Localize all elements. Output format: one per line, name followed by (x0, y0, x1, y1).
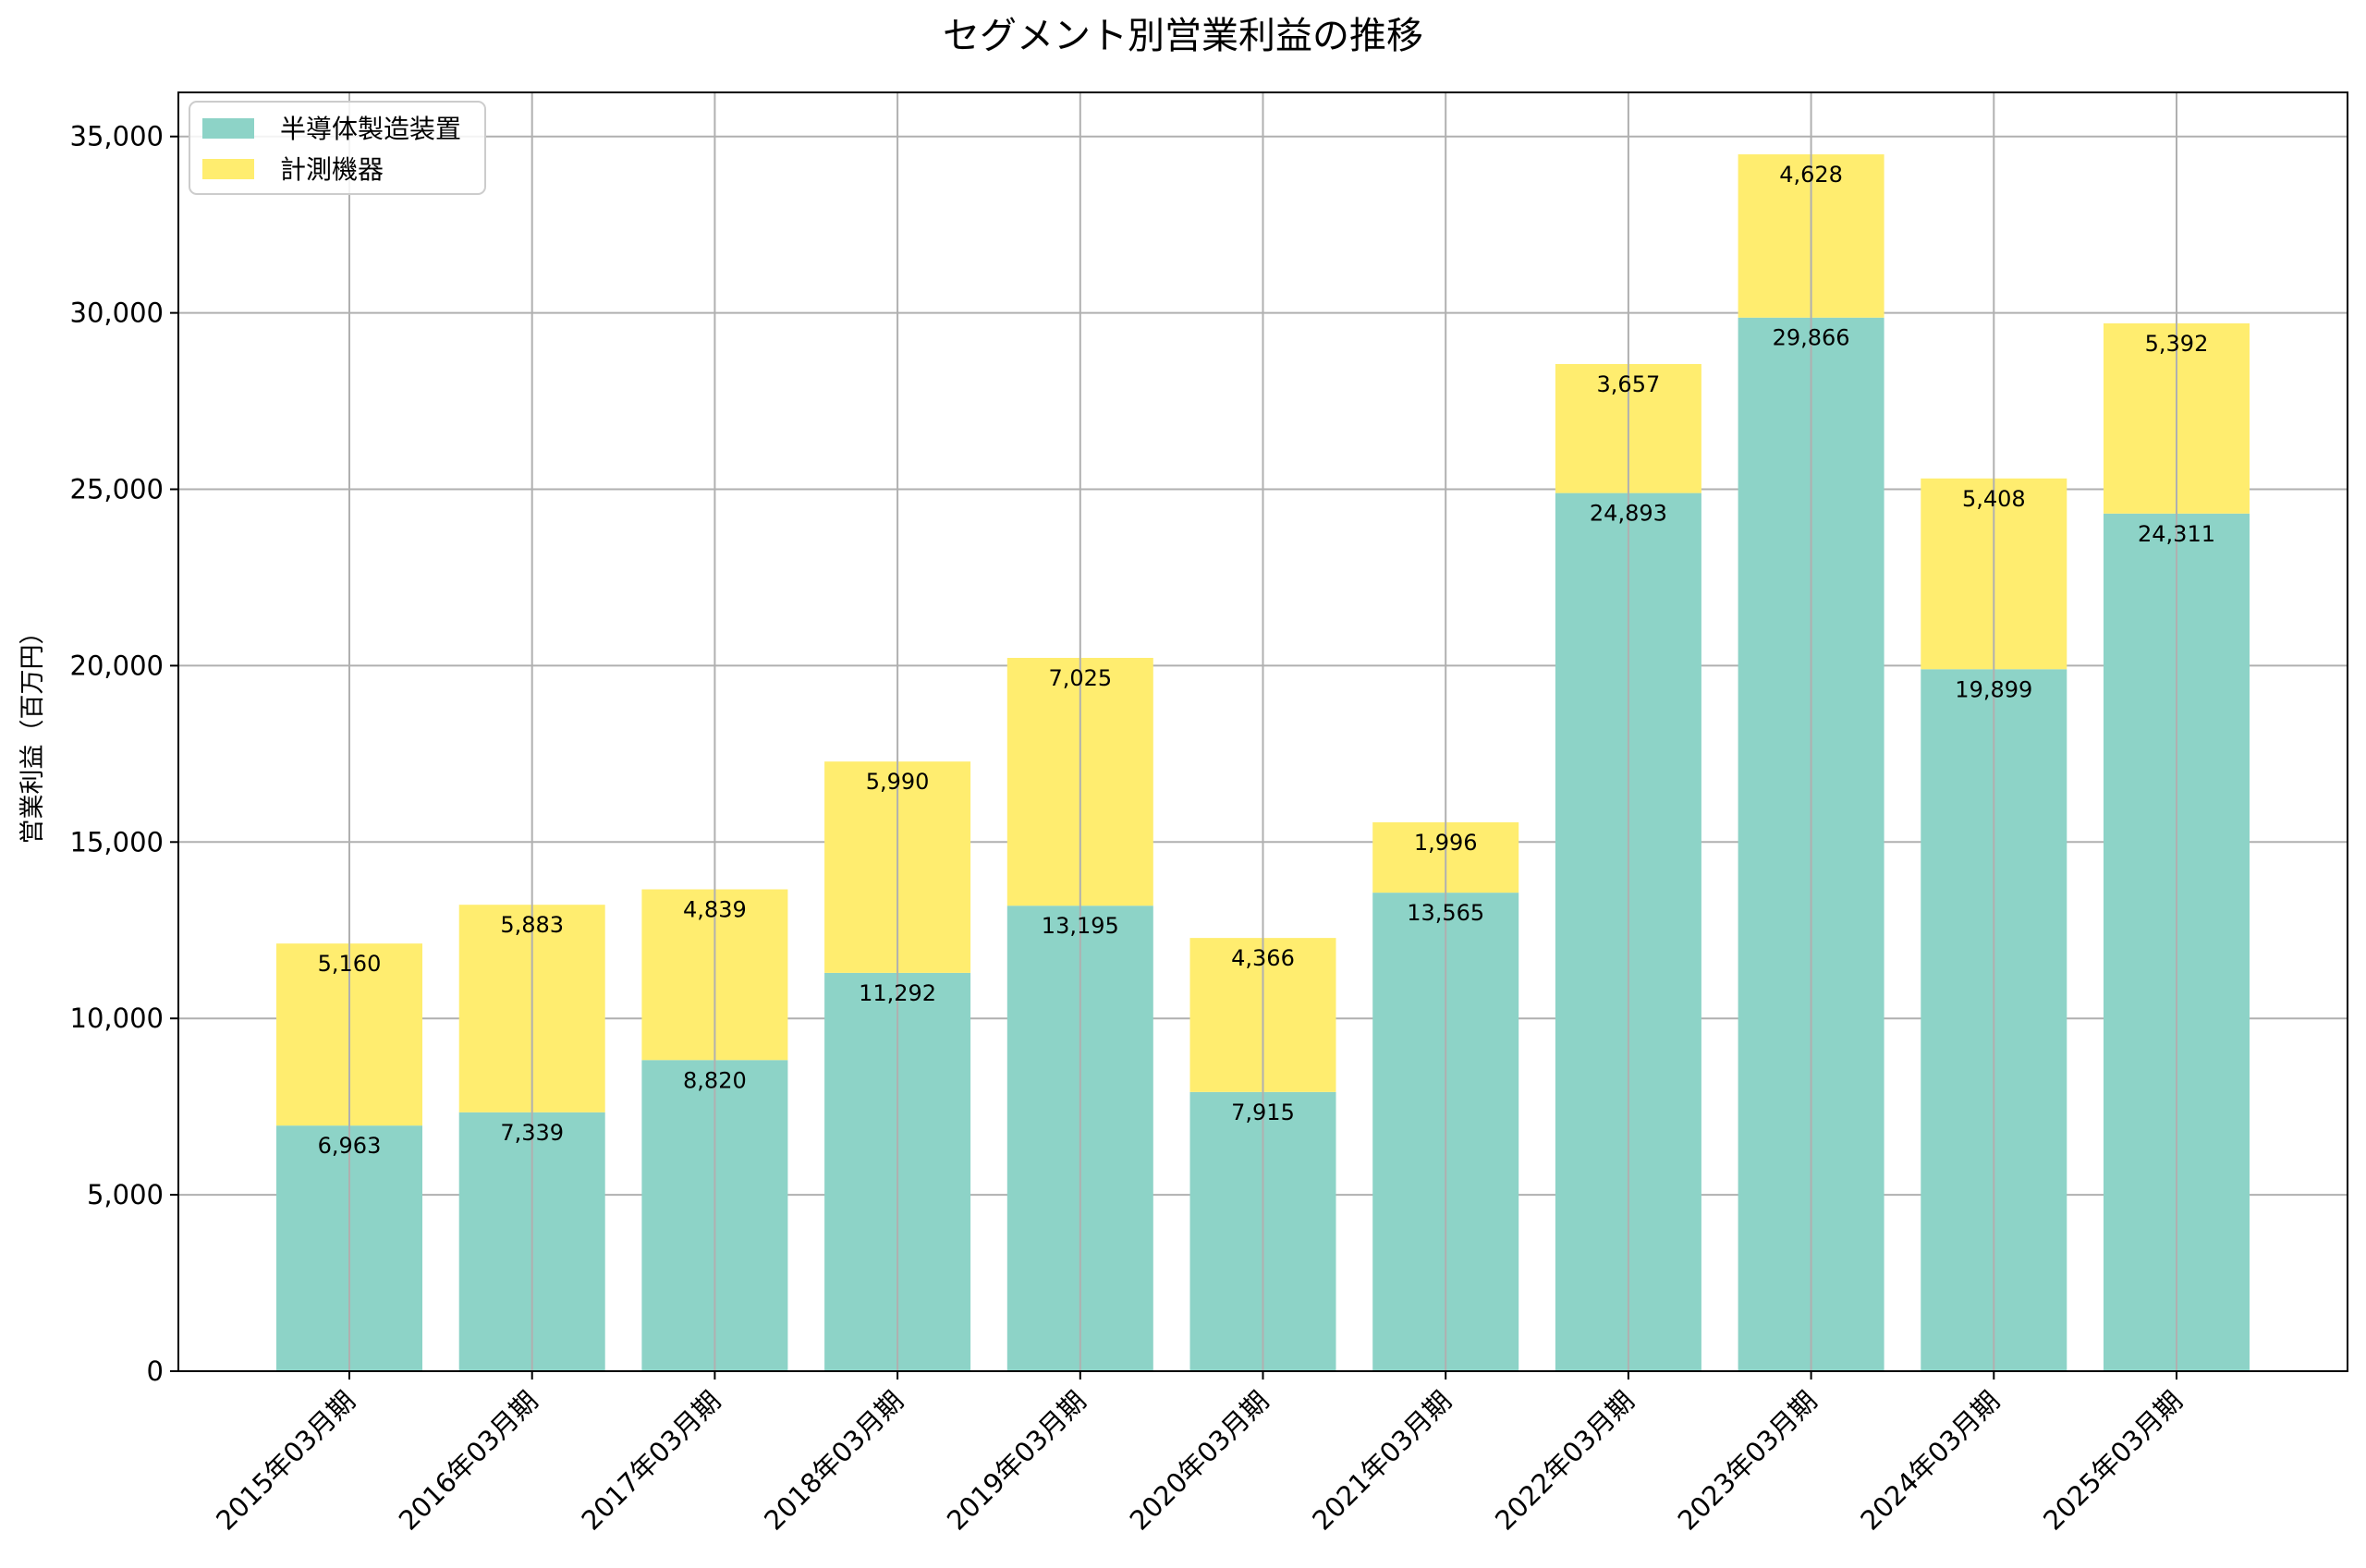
data-label-semiconductor: 11,292 (859, 980, 936, 1006)
legend-swatch (202, 118, 254, 139)
vertical-gridlines (348, 92, 2177, 1371)
data-label-measuring: 5,990 (866, 769, 930, 795)
data-label-measuring: 5,160 (318, 951, 382, 977)
data-labels: 6,963 5,160 7,339 5,883 8,820 4,839 11,292 5,99… (318, 162, 2215, 1159)
data-label-measuring: 4,366 (1231, 945, 1295, 971)
x-tick-label: 2024年03月期 (1854, 1385, 2006, 1537)
data-label-semiconductor: 7,915 (1231, 1100, 1295, 1125)
x-tick-label: 2022年03月期 (1489, 1385, 1640, 1537)
data-label-semiconductor: 24,311 (2138, 521, 2215, 547)
data-label-measuring: 7,025 (1048, 665, 1112, 691)
data-label-semiconductor: 19,899 (1955, 676, 2032, 702)
data-label-measuring: 3,657 (1597, 371, 1661, 397)
x-tick-label: 2018年03月期 (758, 1385, 909, 1537)
data-label-measuring: 4,839 (683, 897, 747, 923)
x-tick-label: 2015年03月期 (210, 1385, 361, 1537)
data-label-measuring: 5,408 (1962, 486, 2026, 512)
x-tick-label: 2025年03月期 (2037, 1385, 2189, 1537)
data-label-semiconductor: 13,565 (1407, 900, 1484, 926)
data-label-semiconductor: 8,820 (683, 1067, 747, 1093)
y-axis-label: 営業利益（百万円） (18, 620, 47, 845)
x-axis: 2015年03月期 2016年03月期 2017年03月期 2018年03月期 2019… (210, 1371, 2189, 1537)
data-label-measuring: 1,996 (1414, 830, 1478, 856)
x-tick-label: 2023年03月期 (1672, 1385, 1823, 1537)
data-label-semiconductor: 13,195 (1042, 913, 1119, 939)
y-tick-label: 30,000 (70, 298, 164, 329)
y-tick-label: 0 (147, 1355, 164, 1387)
data-label-measuring: 5,392 (2145, 331, 2209, 357)
legend-box (189, 101, 486, 195)
y-tick-label: 35,000 (70, 121, 164, 152)
x-tick-label: 2020年03月期 (1124, 1385, 1275, 1537)
x-tick-label: 2019年03月期 (941, 1385, 1092, 1537)
y-tick-label: 25,000 (70, 474, 164, 505)
data-label-measuring: 5,883 (500, 912, 564, 938)
legend-label: 計測機器 (280, 154, 384, 185)
data-label-semiconductor: 29,866 (1773, 325, 1850, 351)
y-tick-label: 20,000 (70, 650, 164, 681)
x-tick-label: 2021年03月期 (1306, 1385, 1457, 1537)
y-axis: 0 5,000 10,000 15,000 20,000 25,000 30,000 35,0… (70, 121, 178, 1387)
legend-swatch (202, 159, 254, 179)
x-tick-label: 2016年03月期 (393, 1385, 544, 1537)
y-tick-label: 15,000 (70, 826, 164, 857)
data-label-semiconductor: 7,339 (500, 1120, 564, 1146)
data-label-semiconductor: 6,963 (318, 1133, 382, 1159)
data-label-semiconductor: 24,893 (1590, 501, 1667, 527)
data-label-measuring: 4,628 (1779, 162, 1843, 188)
y-tick-label: 5,000 (87, 1179, 164, 1210)
legend-label: 半導体製造装置 (280, 114, 461, 144)
y-tick-label: 10,000 (70, 1003, 164, 1034)
x-tick-label: 2017年03月期 (575, 1385, 726, 1537)
chart-title: セグメント別営業利益の推移 (943, 15, 1423, 57)
